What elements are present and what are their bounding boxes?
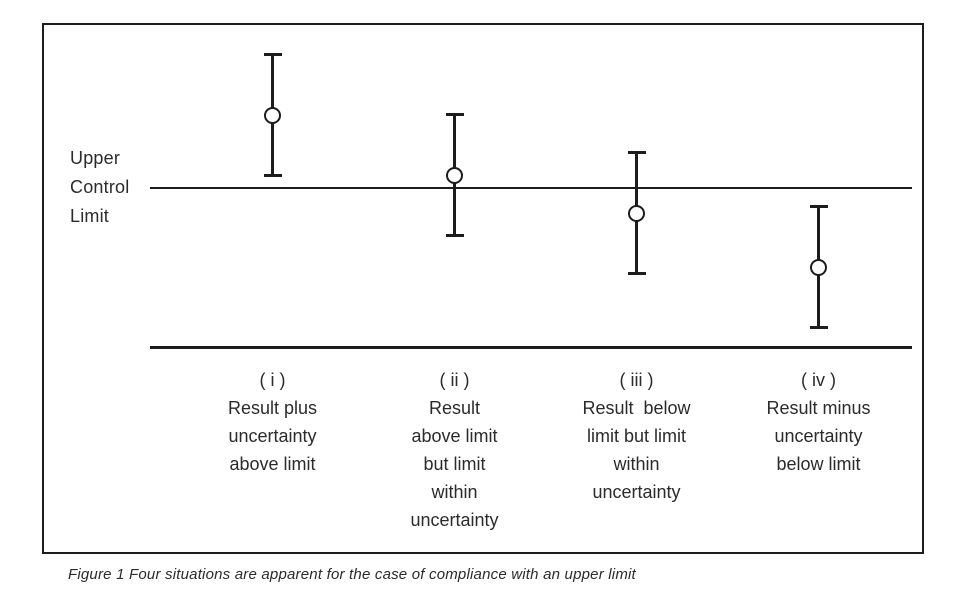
figure-caption: Figure 1 Four situations are apparent fo…	[68, 566, 636, 583]
upper-control-limit-label-line: Upper	[70, 148, 121, 168]
upper-control-limit-label-line: Control	[70, 177, 130, 197]
category-axis-line	[150, 346, 912, 349]
upper-control-limit-label: Upper Control Limit	[70, 144, 129, 231]
upper-control-limit-line	[150, 187, 912, 189]
figure-frame	[42, 23, 924, 554]
upper-control-limit-label-line: Limit	[70, 206, 110, 226]
